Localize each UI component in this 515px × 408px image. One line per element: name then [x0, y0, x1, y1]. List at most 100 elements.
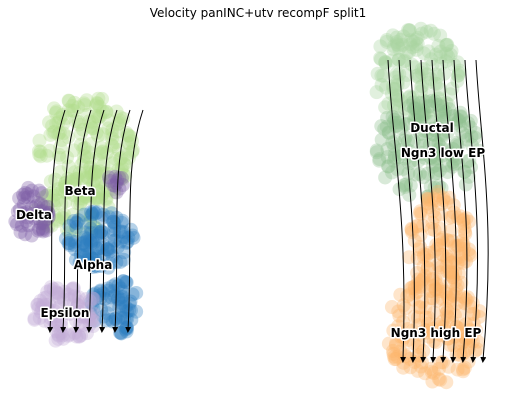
cell-point — [439, 46, 454, 61]
cell-point — [403, 360, 418, 375]
cell-point — [432, 283, 447, 298]
cell-point — [124, 312, 139, 327]
cell-point — [438, 104, 453, 119]
cell-point — [450, 256, 465, 271]
cell-point — [422, 99, 437, 114]
cell-point — [461, 169, 476, 184]
cell-point — [70, 171, 85, 186]
streamline — [453, 59, 468, 363]
cell-point — [95, 144, 110, 159]
cell-point — [446, 315, 461, 330]
cell-point — [413, 21, 428, 36]
cell-point — [432, 221, 447, 236]
cell-point — [391, 319, 406, 334]
cell-point — [409, 68, 424, 83]
cell-point — [448, 151, 463, 166]
cell-point — [416, 259, 431, 274]
cell-point — [67, 242, 82, 257]
cell-point — [452, 63, 467, 78]
cell-point — [43, 174, 58, 189]
cell-point — [424, 221, 439, 236]
cell-point — [396, 75, 411, 90]
cell-point — [87, 313, 102, 328]
cell-point — [102, 173, 117, 188]
cell-point — [31, 301, 46, 316]
cell-point — [408, 286, 423, 301]
cell-point — [433, 97, 448, 112]
cell-point — [78, 238, 93, 253]
cell-point — [423, 291, 438, 306]
cell-point — [89, 191, 104, 206]
cell-point — [406, 112, 421, 127]
cell-point — [77, 230, 92, 245]
cell-point — [403, 178, 418, 193]
cell-point — [67, 103, 82, 118]
chart-title: Velocity panINC+utv recompF split1 — [150, 6, 367, 20]
cell-point — [429, 277, 444, 292]
cell-point — [386, 346, 401, 361]
cell-point — [112, 113, 127, 128]
cell-point — [459, 316, 474, 331]
cell-point — [385, 28, 400, 43]
cell-point — [440, 37, 455, 52]
streamline — [431, 59, 447, 363]
cell-point — [454, 252, 469, 267]
cell-point — [76, 247, 91, 262]
cell-point — [107, 219, 122, 234]
cell-point — [433, 82, 448, 97]
cell-point — [101, 260, 116, 275]
cell-point — [12, 191, 27, 206]
cell-point — [51, 286, 66, 301]
cell-point — [386, 42, 401, 57]
cell-point — [416, 138, 431, 153]
cell-point — [79, 186, 94, 201]
cell-point — [406, 292, 421, 307]
cell-point — [84, 251, 99, 266]
cell-point — [30, 297, 45, 312]
cell-point — [21, 218, 36, 233]
cell-point — [428, 76, 443, 91]
cell-point — [425, 215, 440, 230]
cell-point — [373, 51, 388, 66]
cell-point — [82, 233, 97, 248]
cell-point — [16, 206, 31, 221]
cell-point — [65, 281, 80, 296]
cell-point — [37, 313, 52, 328]
cell-point — [105, 156, 120, 171]
cell-point — [77, 225, 92, 240]
cell-point — [413, 280, 428, 295]
cell-point — [459, 128, 474, 143]
cell-point — [65, 98, 80, 113]
cell-point — [77, 96, 92, 111]
cell-point — [77, 207, 92, 222]
cell-point — [94, 224, 109, 239]
cell-point — [24, 183, 39, 198]
cell-point — [107, 216, 122, 231]
cell-point — [417, 46, 432, 61]
cell-point — [46, 282, 61, 297]
cell-point — [36, 297, 51, 312]
cell-point — [410, 218, 425, 233]
cell-point — [27, 311, 42, 326]
cell-point — [419, 325, 434, 340]
cell-point — [18, 185, 33, 200]
cell-point — [439, 375, 454, 390]
cell-point — [385, 53, 400, 68]
cell-point — [445, 154, 460, 169]
cell-point — [52, 125, 67, 140]
cell-point — [102, 210, 117, 225]
cell-point — [79, 238, 94, 253]
cell-point — [434, 56, 449, 71]
cell-point — [458, 177, 473, 192]
cell-point — [458, 226, 473, 241]
cell-point — [43, 127, 58, 142]
cell-point — [71, 294, 86, 309]
cell-point — [422, 137, 437, 152]
cell-point — [45, 193, 60, 208]
cell-point — [431, 120, 446, 135]
cell-point — [114, 292, 129, 307]
cell-point — [112, 172, 127, 187]
cell-point — [63, 174, 78, 189]
cluster-label: Beta — [64, 184, 95, 198]
cell-point — [91, 91, 106, 106]
